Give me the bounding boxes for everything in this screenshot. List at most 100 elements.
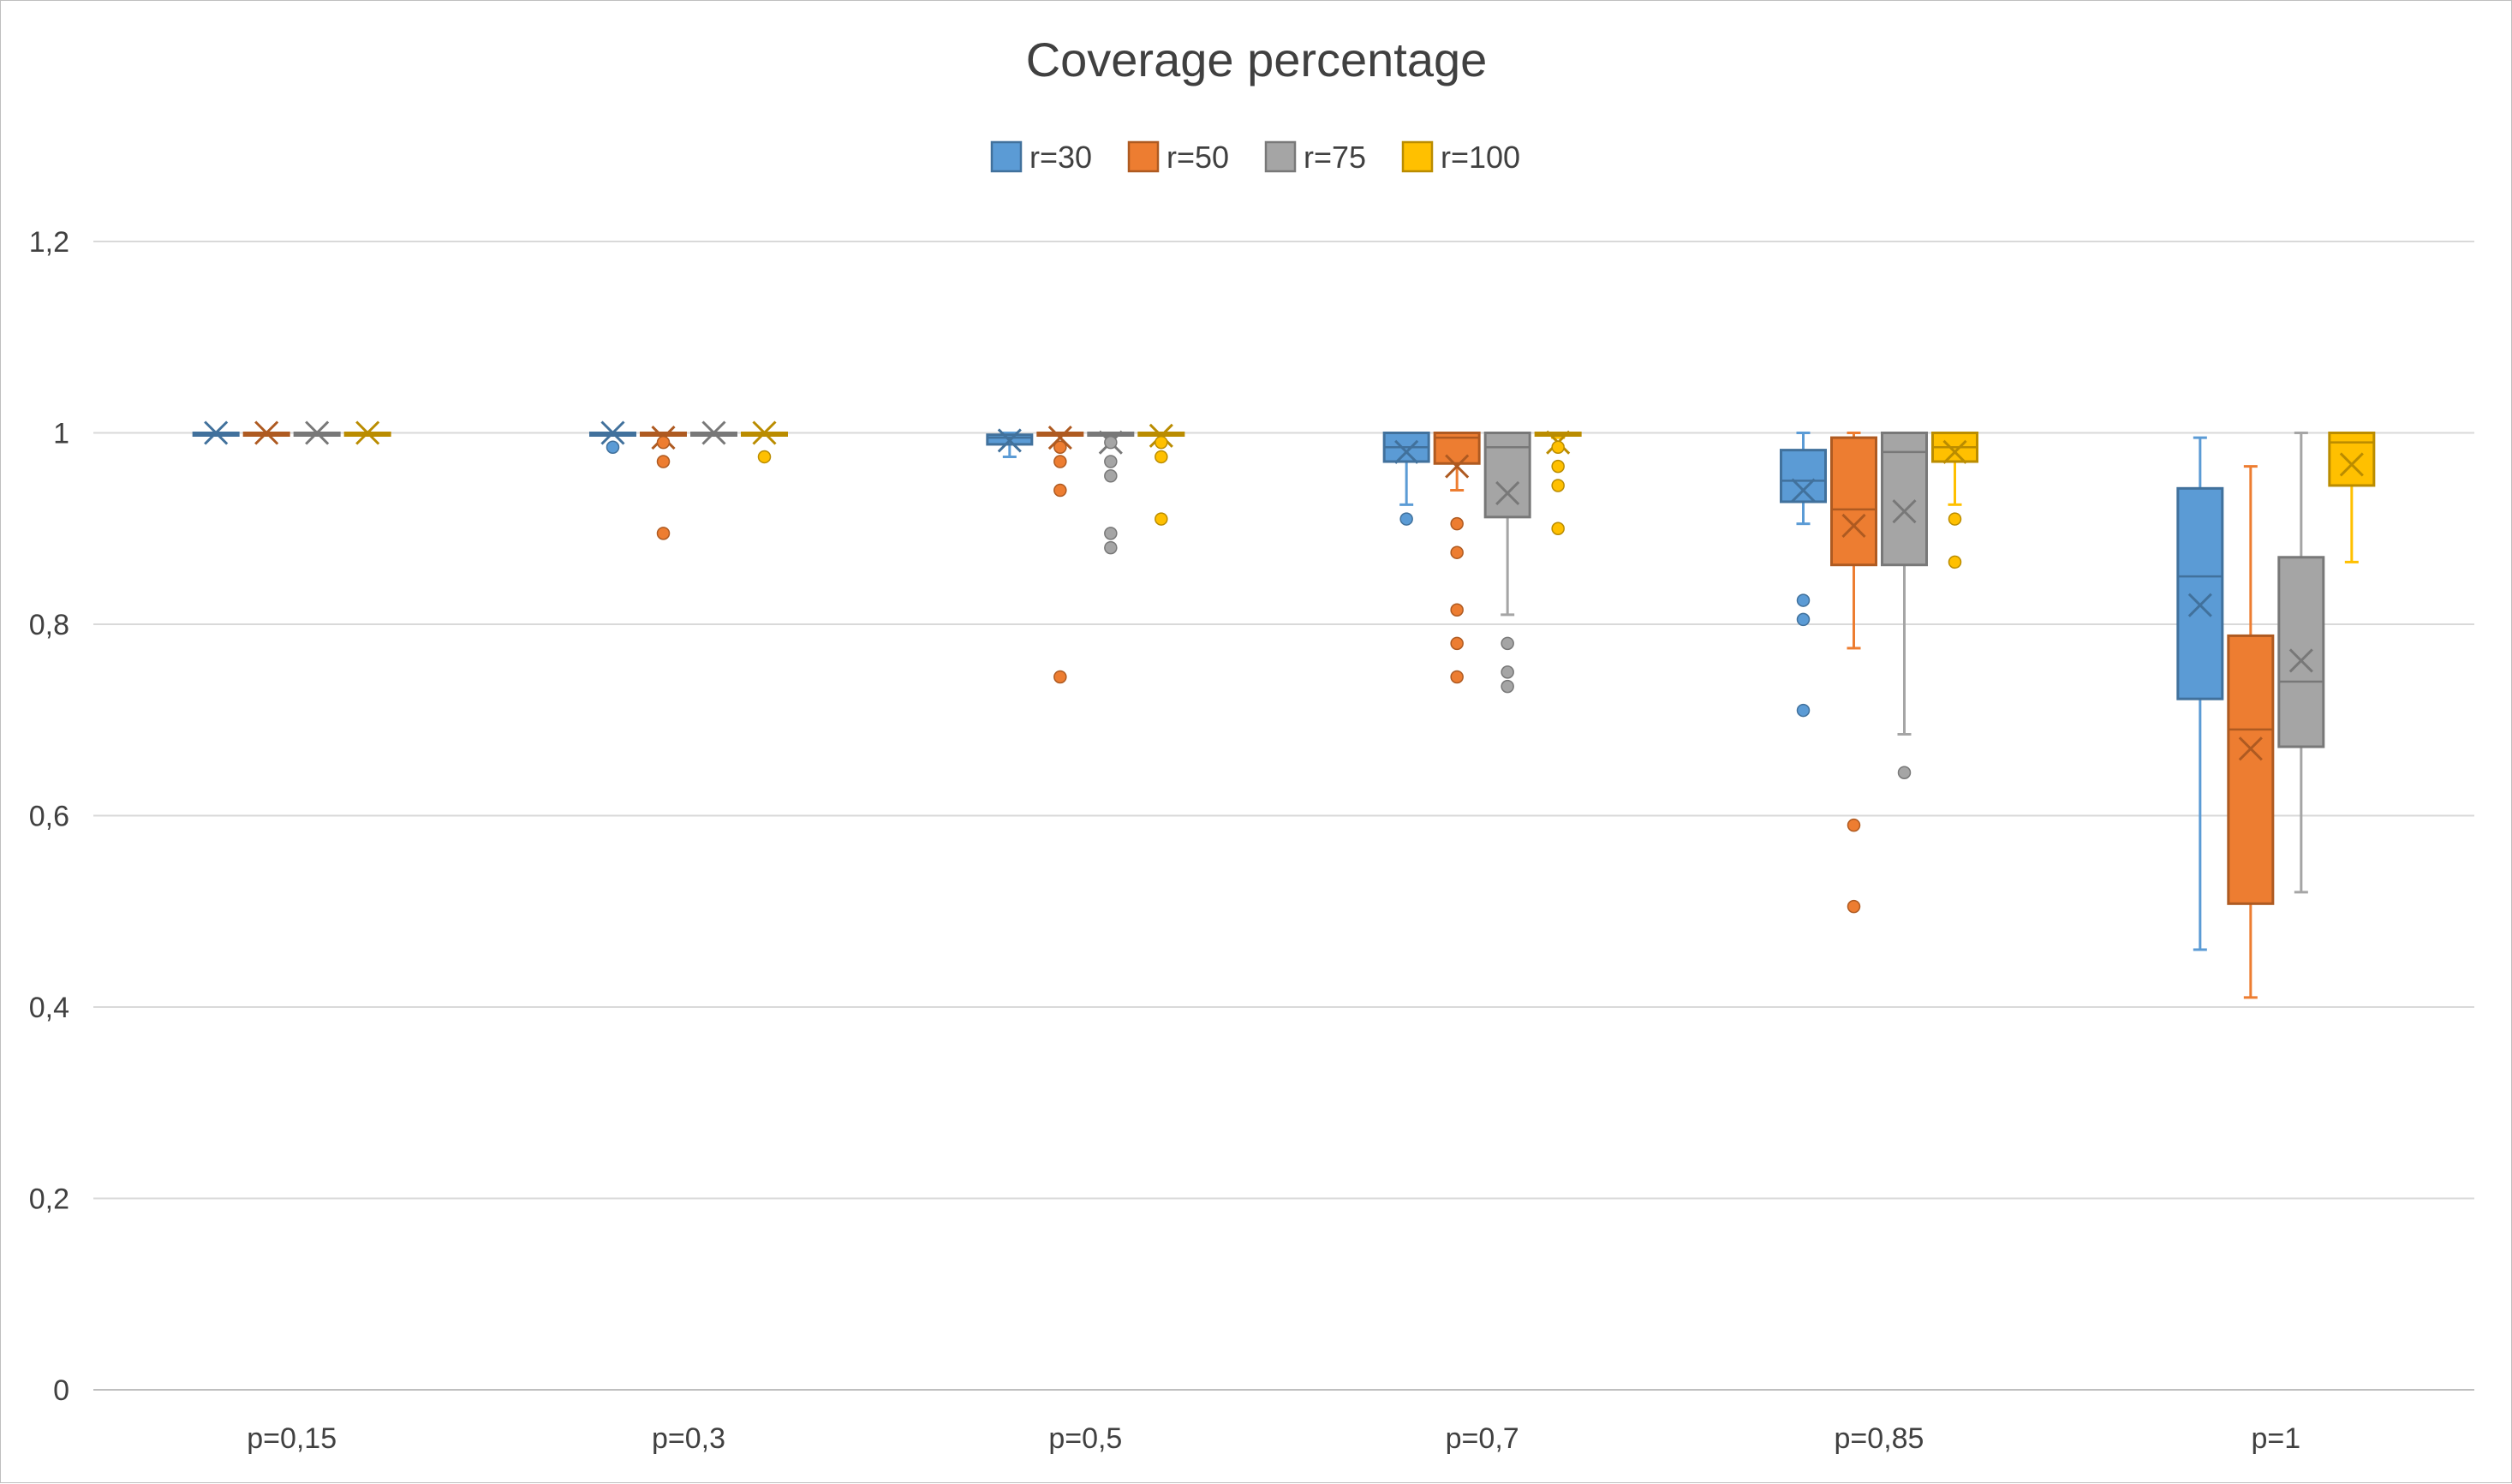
box-group [589,420,636,455]
x-tick-label: p=0,7 [1446,1422,1519,1455]
box-group [690,420,737,445]
mean-marker [355,420,380,445]
box-body [1780,449,1827,504]
mean-marker [1149,423,1173,448]
chart-title: Coverage percentage [1026,33,1488,86]
mean-marker [701,420,726,445]
mean-marker [2339,452,2364,477]
legend-swatch [990,140,1023,173]
outlier-point [1501,665,1514,679]
legend-label: r=75 [1304,140,1366,175]
x-axis-labels: p=0,15 p=0,3 p=0,5 p=0,7 p=0,85 p=1 [247,1422,2300,1455]
x-tick-label: p=0,3 [652,1422,725,1455]
mean-marker [254,420,279,445]
mean-marker [2288,648,2313,673]
box-group [640,426,687,540]
box-group [741,420,788,464]
outlier-point [1897,766,1912,779]
legend-label: r=100 [1441,140,1520,175]
y-tick-label: 0 [53,1374,69,1407]
box-group [1483,432,1531,694]
mean-marker [204,420,229,445]
box-group [293,420,341,445]
mean-marker [1892,499,1917,524]
outlier-point [656,527,671,540]
outlier-point [1053,483,1067,498]
legend-label: r=30 [1029,140,1092,175]
box-body [1881,432,1928,567]
legend: r=30 r=50 r=75 r=100 [990,140,1520,175]
box-group [986,428,1034,458]
outlier-point [1501,679,1514,694]
mean-marker [2238,736,2263,761]
box-group [2328,432,2376,563]
box-body [1483,432,1531,519]
box-group [1780,432,1827,718]
box-group [1137,423,1185,526]
y-tick-label: 1,2 [29,226,69,259]
y-axis-labels: 0 0,2 0,4 0,6 0,8 1 1,2 [29,226,69,1407]
outlier-point [1551,459,1565,474]
mean-marker [1841,513,1866,538]
outlier-point [1104,435,1118,450]
mean-marker [1394,439,1419,464]
mean-marker [1047,426,1072,450]
x-tick-label: p=1 [2251,1422,2300,1455]
y-tick-label: 0,6 [29,801,69,833]
x-tick-label: p=0,5 [1048,1422,1122,1455]
outlier-point [1053,455,1067,468]
outlier-point [1399,512,1413,526]
outlier-point [1847,818,1861,832]
outlier-point [656,455,671,468]
outlier-point [757,450,772,464]
mean-marker [1445,454,1470,479]
outlier-point [1847,899,1861,914]
legend-swatch [1127,140,1160,173]
outlier-point [1155,450,1168,464]
mean-marker [305,420,330,445]
outlier-point [1450,545,1464,559]
box-group [1087,430,1135,555]
outlier-point [1948,512,1962,526]
outlier-point [1155,435,1168,450]
box-group [242,420,290,445]
plot-area [192,420,2376,999]
y-tick-label: 0,8 [29,609,69,641]
box-group [2176,436,2224,951]
mean-marker [752,420,777,445]
mean-marker [1791,478,1816,503]
box-group [343,420,391,445]
series-r=50 [242,420,2275,999]
outlier-point [1796,612,1811,627]
box-group [1433,432,1481,684]
mean-marker [2187,593,2212,617]
box-body [2176,486,2224,700]
outlier-point [1948,555,1962,569]
outlier-point [1450,516,1464,531]
box-group [1036,426,1084,684]
outlier-point [1501,636,1514,651]
box-group [1881,432,1928,779]
outlier-point [1796,703,1811,718]
box-body [2328,432,2376,487]
x-tick-label: p=0,85 [1835,1422,1924,1455]
outlier-point [1155,512,1168,526]
box-group [1534,430,1582,535]
outlier-point [1104,469,1118,483]
mean-marker [997,428,1022,453]
outlier-point [1053,440,1067,455]
series-r=75 [293,420,2325,894]
y-tick-label: 0,2 [29,1183,69,1216]
outlier-point [1796,593,1811,607]
mean-marker [1495,480,1520,505]
gridlines [93,241,2474,1391]
outlier-point [1551,521,1565,535]
outlier-point [1450,603,1464,617]
outlier-point [606,440,620,455]
box-group [1382,432,1430,526]
legend-swatch [1264,140,1297,173]
series-r=30 [192,420,2224,951]
box-body [1830,436,1877,567]
outlier-point [1551,479,1565,492]
